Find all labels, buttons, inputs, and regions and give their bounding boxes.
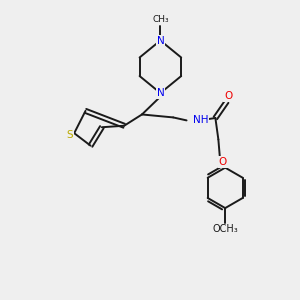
Text: S: S: [66, 130, 73, 140]
Text: CH₃: CH₃: [152, 15, 169, 24]
Text: O: O: [224, 91, 232, 101]
Text: N: N: [157, 35, 164, 46]
Text: N: N: [157, 88, 164, 98]
Text: O: O: [219, 157, 227, 167]
Text: OCH₃: OCH₃: [212, 224, 238, 235]
Text: NH: NH: [193, 116, 208, 125]
